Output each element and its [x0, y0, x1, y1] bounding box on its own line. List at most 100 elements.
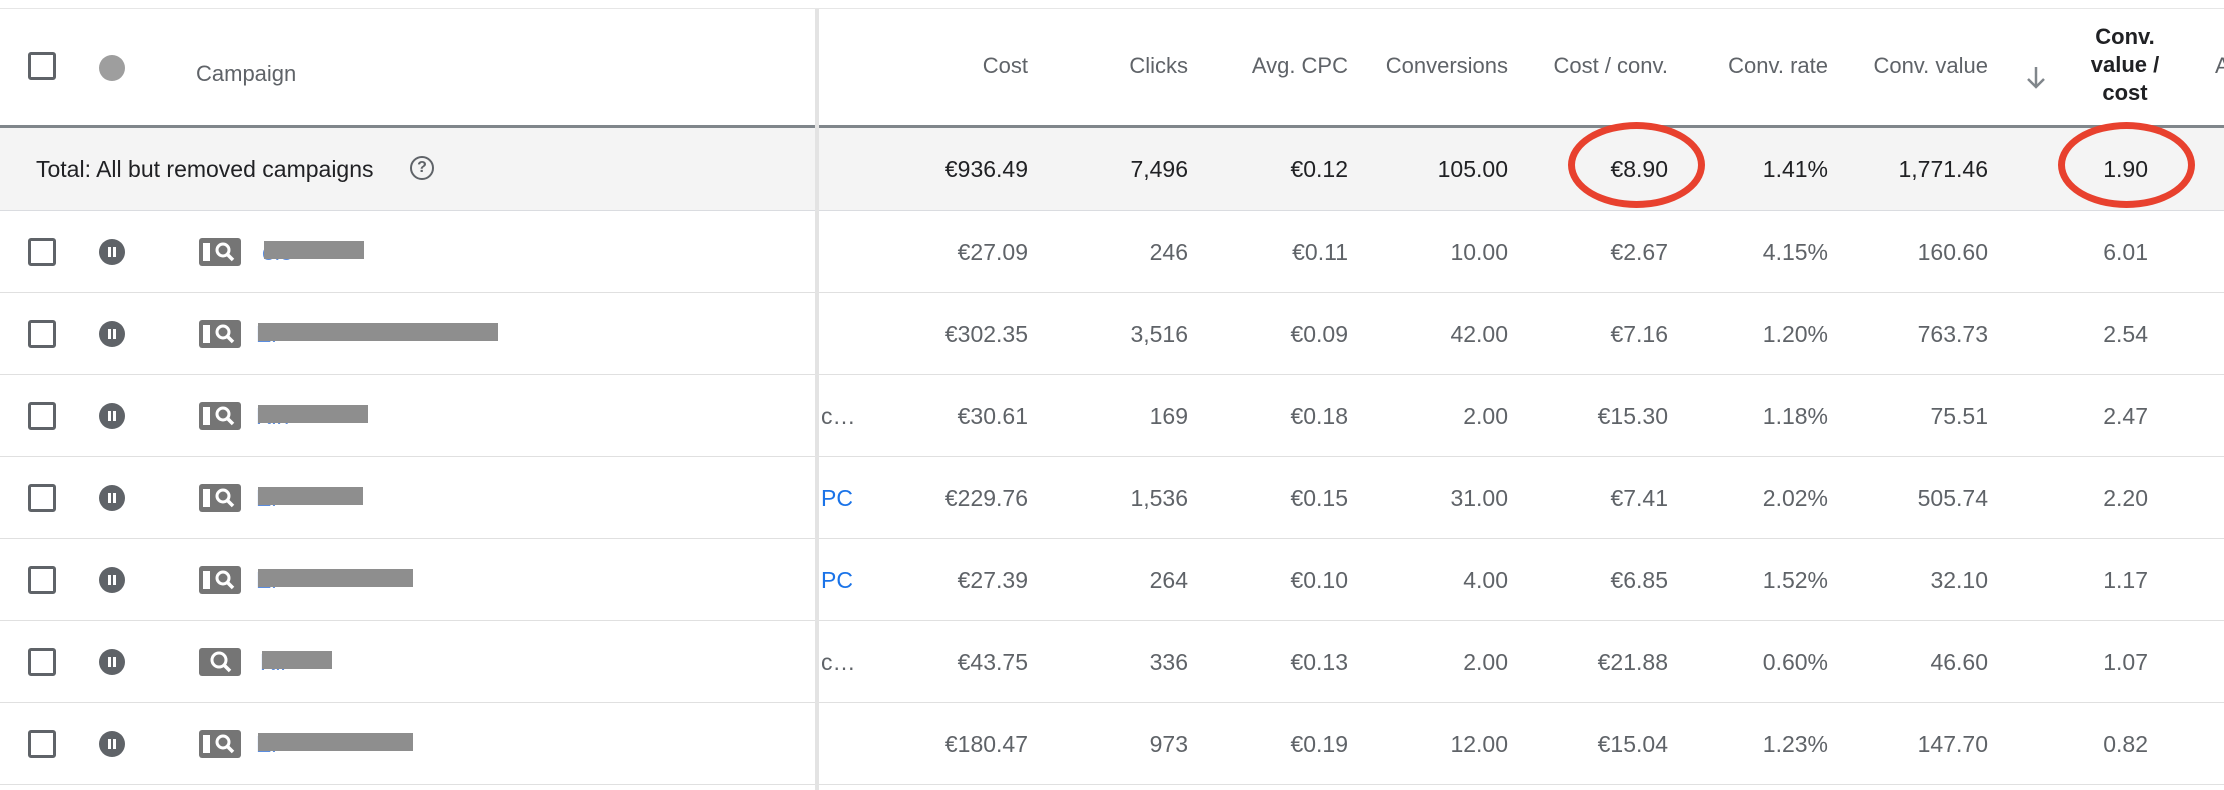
cell-avg-cpc: €0.09 — [1290, 321, 1348, 347]
cell-avg-cpc: €0.13 — [1290, 649, 1348, 675]
annotation-circle-conv-value-per-cost — [2058, 122, 2195, 208]
cell-conv-value-cost: 2.54 — [2103, 321, 2148, 347]
campaign-name-link[interactable]: El — [256, 567, 421, 595]
redaction-bar — [264, 241, 364, 259]
cell-conv-value: 46.60 — [1930, 649, 1988, 675]
paused-status-icon[interactable] — [99, 567, 125, 593]
help-icon[interactable]: ? — [410, 156, 434, 180]
campaign-name-link[interactable]: El — [256, 731, 421, 759]
total-cost: €936.49 — [944, 156, 1028, 182]
display-search-campaign-icon — [199, 318, 241, 350]
top-border — [0, 8, 2224, 9]
status-filter-icon[interactable] — [99, 55, 125, 81]
total-conv-value: 1,771.46 — [1898, 156, 1988, 182]
redaction-bar — [258, 733, 413, 751]
annotation-circle-cost-per-conv — [1568, 122, 1705, 208]
table-row: Kiri c… €30.61 169 €0.18 2.00 €15.30 1.18% 75.51… — [0, 375, 2224, 457]
cell-conv-value-cost: 2.47 — [2103, 403, 2148, 429]
cell-conversions: 4.00 — [1463, 567, 1508, 593]
cell-cost-per-conv: €15.04 — [1597, 731, 1668, 757]
campaign-name-link[interactable]: Kiri — [256, 403, 376, 431]
cell-avg-cpc: €0.11 — [1292, 239, 1348, 265]
header-next-column[interactable]: A — [2215, 53, 2224, 78]
campaign-name-link[interactable]: El — [256, 321, 506, 349]
header-conv-rate[interactable]: Conv. rate — [1728, 53, 1828, 78]
paused-status-icon[interactable] — [99, 321, 125, 347]
redaction-bar — [258, 569, 413, 587]
display-search-campaign-icon — [199, 400, 241, 432]
cell-clicks: 169 — [1149, 403, 1188, 429]
cell-clicks: 336 — [1149, 649, 1188, 675]
header-divider — [0, 125, 2224, 128]
row-checkbox[interactable] — [28, 648, 56, 676]
cell-conv-value: 160.60 — [1917, 239, 1988, 265]
campaign-name-link[interactable]: El — [256, 485, 371, 513]
sort-descending-icon[interactable] — [2024, 63, 2048, 91]
search-campaign-icon — [199, 646, 241, 678]
display-search-campaign-icon — [199, 482, 241, 514]
cell-conv-rate: 2.02% — [1762, 485, 1828, 511]
cell-cost: €27.39 — [957, 567, 1028, 593]
row-checkbox[interactable] — [28, 238, 56, 266]
frozen-column-divider[interactable] — [815, 9, 819, 790]
header-conv-value-per-cost-line2: value / — [2090, 52, 2160, 77]
paused-status-icon[interactable] — [99, 649, 125, 675]
cell-cost-per-conv: €7.16 — [1610, 321, 1668, 347]
bid-strategy-link[interactable]: PC — [821, 485, 853, 511]
row-checkbox[interactable] — [28, 320, 56, 348]
cell-clicks: 1,536 — [1130, 485, 1188, 511]
select-all-checkbox[interactable] — [28, 52, 56, 80]
campaign-name-link[interactable]: ele — [262, 239, 372, 267]
cell-conv-value-cost: 1.07 — [2103, 649, 2148, 675]
total-label: Total: All but removed campaigns — [36, 156, 374, 182]
cell-clicks: 246 — [1149, 239, 1188, 265]
cell-avg-cpc: €0.15 — [1290, 485, 1348, 511]
cell-conv-value-cost: 1.17 — [2103, 567, 2148, 593]
cell-conv-rate: 1.23% — [1762, 731, 1828, 757]
header-cost[interactable]: Cost — [982, 53, 1028, 78]
table-row: El PC €27.39 264 €0.10 4.00 €6.85 1.52% 32.10 1.1… — [0, 539, 2224, 621]
redaction-bar — [258, 405, 368, 423]
header-conv-value-per-cost[interactable]: Conv. value / cost — [2070, 23, 2180, 107]
row-checkbox[interactable] — [28, 402, 56, 430]
cell-conversions: 2.00 — [1463, 649, 1508, 675]
cell-conv-value-cost: 2.20 — [2103, 485, 2148, 511]
cell-conv-rate: 0.60% — [1762, 649, 1828, 675]
cell-clicks: 973 — [1149, 731, 1188, 757]
row-checkbox[interactable] — [28, 566, 56, 594]
cell-avg-cpc: €0.10 — [1290, 567, 1348, 593]
table-row: El €180.47 973 €0.19 12.00 €15.04 1.23% 147.70 0… — [0, 703, 2224, 785]
display-search-campaign-icon — [199, 564, 241, 596]
campaign-name-link[interactable]: Kii — [260, 649, 340, 677]
row-checkbox[interactable] — [28, 484, 56, 512]
cell-conv-rate: 1.18% — [1762, 403, 1828, 429]
redaction-bar — [262, 651, 332, 669]
paused-status-icon[interactable] — [99, 485, 125, 511]
header-campaign[interactable]: Campaign — [196, 61, 297, 86]
truncated-text: c… — [821, 649, 856, 675]
table-row: El PC €229.76 1,536 €0.15 31.00 €7.41 2.02% 505.… — [0, 457, 2224, 539]
paused-status-icon[interactable] — [99, 731, 125, 757]
header-cost-per-conv[interactable]: Cost / conv. — [1553, 53, 1668, 78]
table-row: ele €27.09 246 €0.11 10.00 €2.67 4.15% 160.60 6.… — [0, 211, 2224, 293]
cell-conversions: 12.00 — [1450, 731, 1508, 757]
total-conv-rate: 1.41% — [1762, 156, 1828, 182]
cell-clicks: 3,516 — [1130, 321, 1188, 347]
display-search-campaign-icon — [199, 728, 241, 760]
row-checkbox[interactable] — [28, 730, 56, 758]
bid-strategy-link[interactable]: PC — [821, 567, 853, 593]
header-conversions[interactable]: Conversions — [1358, 52, 1508, 80]
cell-avg-cpc: €0.18 — [1290, 403, 1348, 429]
cell-conv-value: 75.51 — [1930, 403, 1988, 429]
cell-conv-value: 763.73 — [1917, 321, 1988, 347]
paused-status-icon[interactable] — [99, 239, 125, 265]
cell-conv-value: 505.74 — [1917, 485, 1988, 511]
header-avg-cpc[interactable]: Avg. CPC — [1251, 53, 1348, 78]
paused-status-icon[interactable] — [99, 403, 125, 429]
cell-conversions: 10.00 — [1450, 239, 1508, 265]
header-clicks[interactable]: Clicks — [1129, 53, 1188, 78]
cell-conv-value-cost: 6.01 — [2103, 239, 2148, 265]
cell-conv-rate: 1.52% — [1762, 567, 1828, 593]
header-conv-value[interactable]: Conv. value — [1873, 53, 1988, 78]
redaction-bar — [258, 323, 498, 341]
